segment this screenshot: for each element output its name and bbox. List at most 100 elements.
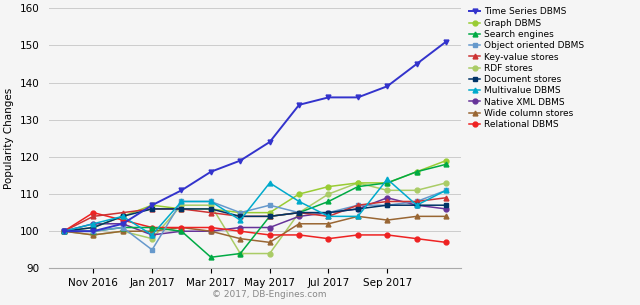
RDF stores — [324, 192, 332, 196]
Wide column stores — [60, 229, 68, 233]
Wide column stores — [354, 214, 362, 218]
Wide column stores — [413, 214, 420, 218]
Graph DBMS — [207, 207, 215, 211]
Relational DBMS — [148, 226, 156, 229]
Time Series DBMS — [354, 95, 362, 99]
RDF stores — [383, 188, 391, 192]
Key-value stores — [207, 211, 215, 214]
Multivalue DBMS — [383, 177, 391, 181]
Relational DBMS — [295, 233, 303, 237]
Document stores — [90, 226, 97, 229]
Wide column stores — [324, 222, 332, 226]
Native XML DBMS — [383, 196, 391, 199]
Multivalue DBMS — [266, 181, 273, 185]
RDF stores — [60, 229, 68, 233]
Line: Object oriented DBMS: Object oriented DBMS — [61, 188, 449, 252]
Native XML DBMS — [207, 229, 215, 233]
Object oriented DBMS — [324, 211, 332, 214]
Multivalue DBMS — [119, 214, 127, 218]
Native XML DBMS — [119, 222, 127, 226]
Key-value stores — [413, 200, 420, 203]
Relational DBMS — [413, 237, 420, 240]
Key-value stores — [266, 214, 273, 218]
Document stores — [207, 207, 215, 211]
Object oriented DBMS — [148, 248, 156, 252]
Wide column stores — [207, 229, 215, 233]
Time Series DBMS — [148, 203, 156, 207]
Multivalue DBMS — [354, 214, 362, 218]
Graph DBMS — [236, 211, 244, 214]
Line: Relational DBMS: Relational DBMS — [61, 210, 449, 245]
Document stores — [442, 203, 450, 207]
Time Series DBMS — [90, 229, 97, 233]
Multivalue DBMS — [148, 233, 156, 237]
Line: Key-value stores: Key-value stores — [61, 195, 449, 234]
Key-value stores — [119, 211, 127, 214]
RDF stores — [90, 233, 97, 237]
Key-value stores — [324, 214, 332, 218]
Object oriented DBMS — [413, 200, 420, 203]
Graph DBMS — [442, 159, 450, 163]
Time Series DBMS — [178, 188, 186, 192]
Object oriented DBMS — [295, 211, 303, 214]
Time Series DBMS — [295, 103, 303, 107]
Relational DBMS — [60, 229, 68, 233]
Key-value stores — [442, 196, 450, 199]
Search engines — [119, 226, 127, 229]
Native XML DBMS — [442, 207, 450, 211]
Line: RDF stores: RDF stores — [61, 181, 449, 256]
Graph DBMS — [60, 229, 68, 233]
Document stores — [266, 214, 273, 218]
Key-value stores — [383, 200, 391, 203]
Relational DBMS — [236, 229, 244, 233]
Line: Wide column stores: Wide column stores — [61, 214, 449, 245]
Graph DBMS — [178, 207, 186, 211]
RDF stores — [442, 181, 450, 185]
RDF stores — [236, 252, 244, 255]
Object oriented DBMS — [90, 229, 97, 233]
Multivalue DBMS — [236, 218, 244, 222]
Native XML DBMS — [60, 229, 68, 233]
Object oriented DBMS — [60, 229, 68, 233]
Object oriented DBMS — [119, 226, 127, 229]
Search engines — [178, 229, 186, 233]
Wide column stores — [266, 241, 273, 244]
Time Series DBMS — [207, 170, 215, 174]
Multivalue DBMS — [295, 200, 303, 203]
Relational DBMS — [90, 211, 97, 214]
Search engines — [266, 214, 273, 218]
Wide column stores — [90, 233, 97, 237]
Line: Graph DBMS: Graph DBMS — [61, 158, 449, 234]
Time Series DBMS — [442, 40, 450, 43]
Y-axis label: Popularity Changes: Popularity Changes — [4, 88, 14, 189]
Time Series DBMS — [236, 159, 244, 163]
Key-value stores — [148, 207, 156, 211]
Time Series DBMS — [119, 222, 127, 226]
Document stores — [383, 203, 391, 207]
Multivalue DBMS — [178, 200, 186, 203]
Wide column stores — [442, 214, 450, 218]
Relational DBMS — [354, 233, 362, 237]
Document stores — [178, 207, 186, 211]
Time Series DBMS — [324, 95, 332, 99]
Wide column stores — [178, 226, 186, 229]
Time Series DBMS — [60, 229, 68, 233]
Relational DBMS — [383, 233, 391, 237]
Graph DBMS — [295, 192, 303, 196]
Wide column stores — [383, 218, 391, 222]
Search engines — [148, 226, 156, 229]
Line: Search engines: Search engines — [61, 162, 449, 260]
Line: Multivalue DBMS: Multivalue DBMS — [61, 177, 449, 237]
RDF stores — [413, 188, 420, 192]
Object oriented DBMS — [354, 203, 362, 207]
Document stores — [324, 211, 332, 214]
Time Series DBMS — [266, 140, 273, 144]
Key-value stores — [354, 203, 362, 207]
Time Series DBMS — [413, 62, 420, 66]
Relational DBMS — [178, 226, 186, 229]
Search engines — [295, 211, 303, 214]
Object oriented DBMS — [266, 203, 273, 207]
Multivalue DBMS — [207, 200, 215, 203]
Search engines — [442, 163, 450, 166]
Native XML DBMS — [295, 214, 303, 218]
